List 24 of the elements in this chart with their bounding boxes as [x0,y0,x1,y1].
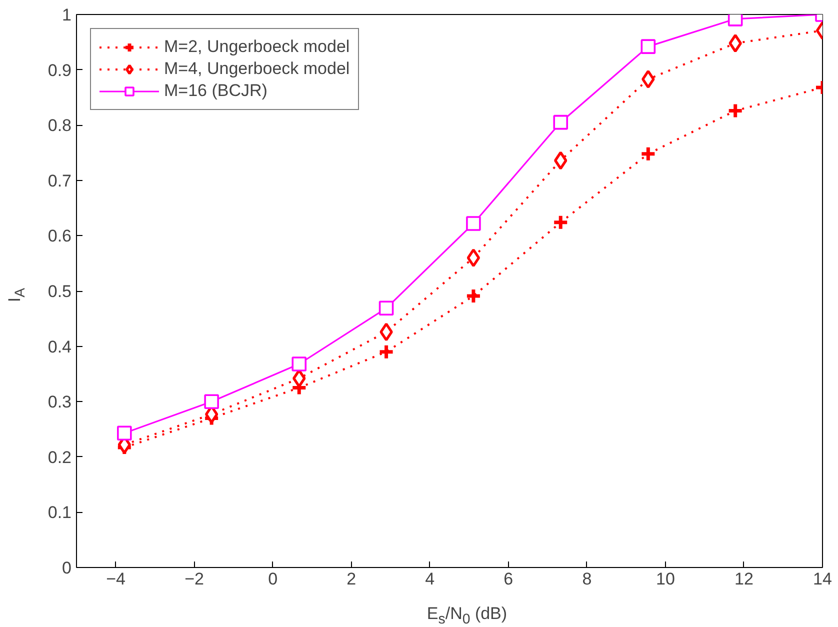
x-tick-label: 4 [425,570,435,588]
x-tick-label: 8 [582,570,592,588]
x-tick-label: 6 [504,570,514,588]
y-tick-label: 0.4 [48,337,72,356]
y-tick-label: 0.7 [48,171,72,190]
legend-label: M=2, Ungerboeck model [164,37,350,57]
x-axis-title: E$_{s}$/N$_{0}$ (dB) [426,603,508,627]
y-tick-label: 0.6 [48,226,72,246]
x-tick-label: −2 [184,570,204,588]
legend-label: M=4, Ungerboeck model [164,59,350,79]
x-tick-label: 2 [346,570,356,588]
legend-label: M=16 (BCJR) [164,81,268,101]
x-tick-label: 14 [813,570,832,588]
x-tick-label: −4 [106,570,126,588]
x-tick-label: 0 [268,570,278,588]
y-tick-label: 1 [62,6,72,24]
x-tick-label: 10 [656,570,675,588]
y-tick-label: 0.1 [48,503,72,522]
x-tick-label: 12 [734,570,754,588]
y-tick-label: 0.2 [48,448,72,467]
y-tick-label: 0.8 [48,116,72,136]
y-tick-label: 0.5 [48,282,72,301]
y-tick-label: 0.9 [48,60,72,80]
y-tick-label: 0.3 [48,392,72,412]
